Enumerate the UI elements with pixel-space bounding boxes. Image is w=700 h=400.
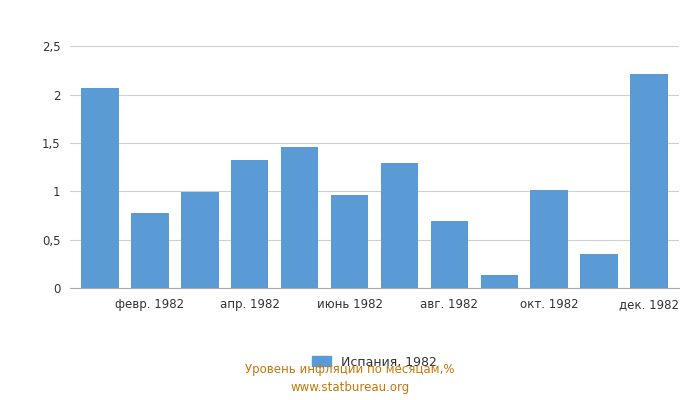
Bar [481,276,518,288]
Bar [281,147,318,288]
Bar [331,195,368,288]
Bar [181,192,218,288]
Bar [381,163,418,288]
Bar [231,160,268,288]
Legend: Испания, 1982: Испания, 1982 [307,350,442,374]
Bar [580,254,618,288]
Bar [430,221,468,288]
Bar [131,213,169,288]
Bar [630,74,668,288]
Bar [531,190,568,288]
Text: Уровень инфляции по месяцам,%: Уровень инфляции по месяцам,% [245,364,455,376]
Bar [81,88,119,288]
Text: www.statbureau.org: www.statbureau.org [290,382,410,394]
